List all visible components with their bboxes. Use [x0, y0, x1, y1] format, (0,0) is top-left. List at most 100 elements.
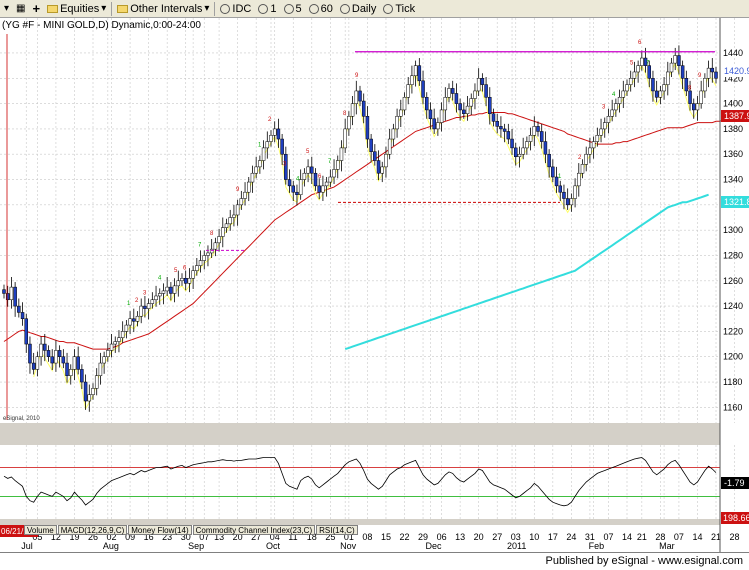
- indicator-tab[interactable]: Volume: [24, 525, 57, 535]
- candle-body: [295, 191, 299, 195]
- candle-body: [610, 109, 614, 117]
- candle-body: [343, 128, 347, 149]
- candle-body: [680, 65, 685, 79]
- radio-icon: [339, 3, 350, 14]
- ma-short-tag: [721, 110, 749, 122]
- price-pane-bg: [0, 18, 720, 423]
- setup-count: 2: [268, 117, 272, 123]
- x-tick-label: 2011: [507, 541, 526, 551]
- pane-divider: [0, 423, 720, 445]
- chevron-down-icon: ▾: [4, 2, 10, 14]
- interval-tick-button[interactable]: Tick: [381, 1, 417, 17]
- grid-icon-button[interactable]: ▦: [14, 1, 27, 17]
- interval-daily-button[interactable]: Daily: [338, 1, 378, 17]
- interval-idc-button[interactable]: IDC: [218, 1, 253, 17]
- indicator-tab[interactable]: Money Flow(14): [128, 525, 192, 535]
- interval-1-button[interactable]: 1: [256, 1, 278, 17]
- candle-body: [109, 343, 114, 351]
- candle-body: [710, 67, 715, 73]
- candle-body: [677, 55, 681, 66]
- candle-body: [13, 286, 17, 307]
- x-tick-label: 10: [529, 532, 539, 542]
- candle-body: [54, 350, 58, 364]
- y-tick-label: 1220: [723, 326, 743, 336]
- x-tick-label: 12: [51, 532, 61, 542]
- candle-body: [406, 84, 410, 98]
- equities-label: Equities: [60, 2, 100, 15]
- candle-body: [284, 153, 288, 180]
- y-tick-label: 1440: [723, 48, 743, 58]
- candle-body: [595, 134, 600, 142]
- candle-body: [603, 122, 607, 130]
- x-tick-label: 26: [88, 532, 98, 542]
- candle-body: [306, 166, 310, 174]
- candle-body: [695, 103, 700, 111]
- y-tick-label: 1260: [723, 276, 743, 286]
- x-tick-label: 28: [730, 532, 740, 542]
- interval-60-button[interactable]: 60: [307, 1, 335, 17]
- candle-body: [439, 109, 444, 123]
- candle-body: [161, 290, 166, 294]
- candle-body: [247, 181, 251, 193]
- indicator-tab[interactable]: Commodity Channel Index(23,C): [192, 525, 316, 535]
- x-tick-label: 25: [325, 532, 335, 542]
- candle-body: [551, 166, 555, 178]
- ma-short-label: 1387.9: [724, 111, 749, 121]
- x-tick-label: 28: [655, 532, 665, 542]
- candle-body: [50, 356, 54, 364]
- candle-body: [454, 93, 459, 104]
- candle-body: [102, 356, 106, 364]
- candle-body: [506, 131, 511, 140]
- y-tick-label: 1200: [723, 352, 743, 362]
- candle-body: [558, 185, 562, 193]
- candle-body: [628, 78, 633, 85]
- candle-body: [387, 138, 392, 155]
- equities-menu[interactable]: Equities ▾: [45, 1, 108, 17]
- setup-count: 6: [318, 174, 322, 180]
- setup-count: 9: [355, 73, 359, 79]
- add-button[interactable]: +: [30, 1, 42, 17]
- candle-body: [692, 103, 696, 111]
- rsi-line: [3, 457, 717, 507]
- setup-count: 9: [236, 187, 240, 193]
- setup-count: 1: [258, 143, 262, 149]
- setup-count: 1: [558, 174, 562, 180]
- y-tick-label: 1300: [723, 225, 743, 235]
- interval-tick-label: Tick: [395, 2, 416, 15]
- x-tick-label: 13: [214, 532, 224, 542]
- setup-count: 4: [296, 177, 300, 183]
- candle-body: [376, 160, 381, 174]
- indicator-tab[interactable]: RSI(14,C): [316, 525, 358, 535]
- candle-body: [187, 278, 192, 284]
- candle-body: [625, 84, 629, 92]
- candle-body: [569, 198, 574, 206]
- candle-body: [480, 78, 485, 85]
- rsi-pane-bg: [0, 445, 720, 519]
- candle-body: [384, 153, 388, 168]
- intervals-menu[interactable]: Other Intervals ▾: [115, 1, 211, 17]
- candle-body: [124, 324, 129, 332]
- setup-count: 5: [174, 268, 178, 274]
- x-tick-label: Aug: [103, 541, 119, 551]
- candle-body: [87, 394, 92, 402]
- setup-count: 2: [578, 155, 582, 161]
- candle-body: [239, 198, 244, 206]
- interval-5-button[interactable]: 5: [282, 1, 304, 17]
- candle-body: [358, 90, 362, 102]
- candle-body: [17, 305, 21, 313]
- candle-body: [321, 185, 325, 193]
- ma-long-line: [344, 193, 709, 351]
- symbol-menu-button[interactable]: ▾: [2, 1, 11, 17]
- candle-body: [113, 341, 117, 345]
- candle-body: [176, 280, 181, 287]
- candle-body: [580, 164, 585, 174]
- x-tick-label: 17: [548, 532, 558, 542]
- candle-body: [287, 179, 292, 187]
- setup-count: 3: [283, 162, 287, 168]
- toolbar-divider: [214, 1, 216, 16]
- candle-body: [217, 236, 221, 244]
- candle-body: [417, 65, 422, 82]
- indicator-tab[interactable]: MACD(12,26,9,C): [57, 525, 128, 535]
